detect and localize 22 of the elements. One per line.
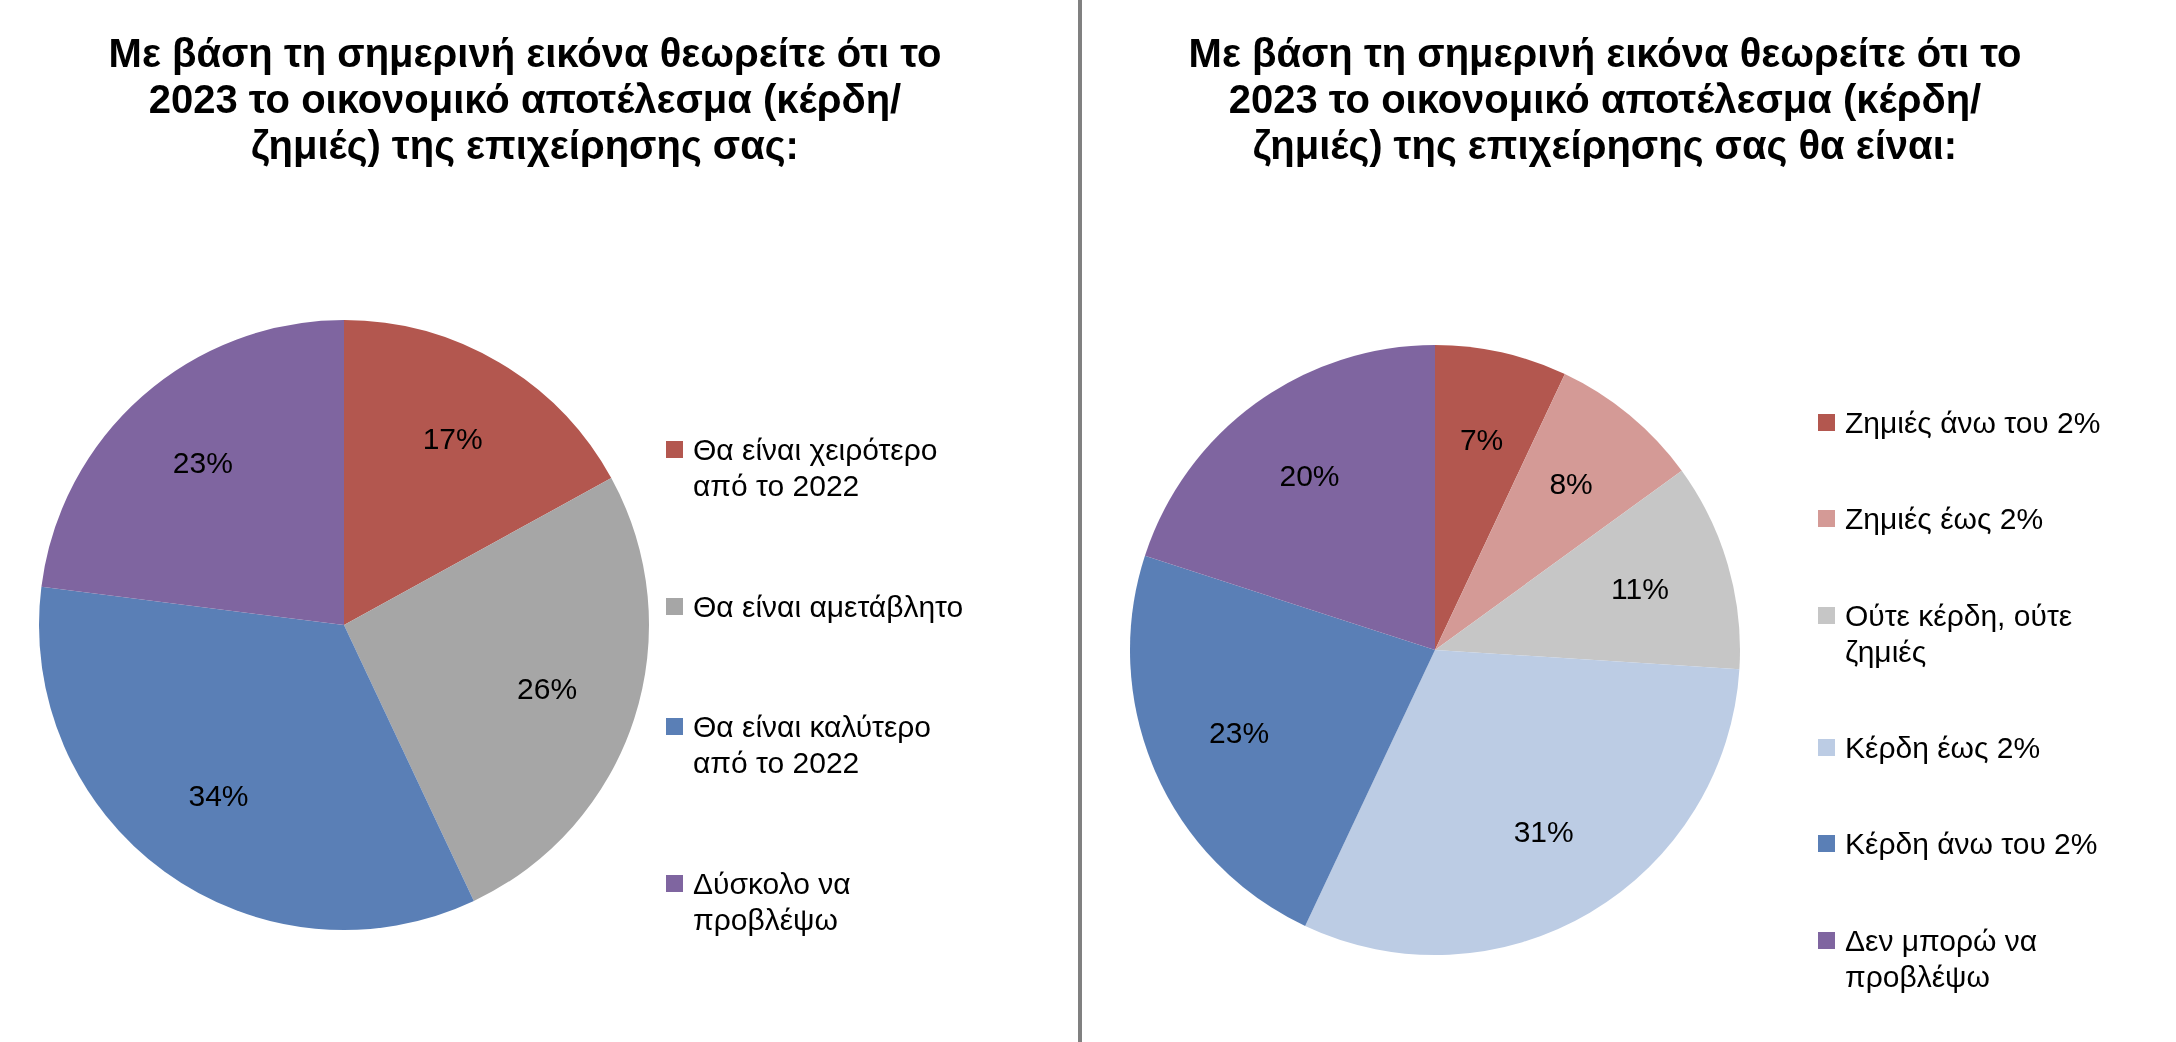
data-label: 11% (1611, 571, 1669, 605)
legend-label: Θα είναι καλύτερο από το 2022 (693, 709, 933, 782)
data-label: 17% (422, 422, 483, 456)
chart-title: Με βάση τη σημερινή εικόνα θεωρείτε ότι το 2023 το οικονομικό αποτέλεσμα (κέρδη/ζημιές) της επιχείρησης σας: (107, 30, 943, 168)
data-label: 34% (188, 778, 249, 812)
data-label: 23% (1209, 716, 1270, 750)
legend-label: Δεν μπορώ να προβλέψω (1845, 922, 2039, 995)
data-label: 23% (172, 446, 233, 480)
legend-label: Δύσκολο να προβλέψω (693, 865, 852, 938)
data-label: 31% (1513, 815, 1574, 849)
legend-label: Θα είναι χειρότερο από το 2022 (693, 432, 939, 505)
data-label: 8% (1549, 466, 1593, 500)
legend-label: Θα είναι αμετάβλητο (693, 588, 964, 625)
legend-label: Ούτε κέρδη, ούτε ζημιές (1845, 597, 2074, 670)
data-label: 7% (1459, 422, 1504, 456)
chart-title: Με βάση τη σημερινή εικόνα θεωρείτε ότι το 2023 το οικονομικό αποτέλεσμα (κέρδη/ζημιές) της επιχείρησης σας θα είναι: (1187, 30, 2023, 168)
data-label: 20% (1279, 458, 1340, 492)
legend-label: Κέρδη άνω του 2% (1845, 826, 2098, 863)
data-label: 26% (517, 672, 578, 706)
legend-label: Ζημιές άνω του 2% (1845, 405, 2101, 442)
legend-label: Ζημιές έως 2% (1845, 501, 2044, 538)
legend-label: Κέρδη έως 2% (1845, 730, 2041, 767)
